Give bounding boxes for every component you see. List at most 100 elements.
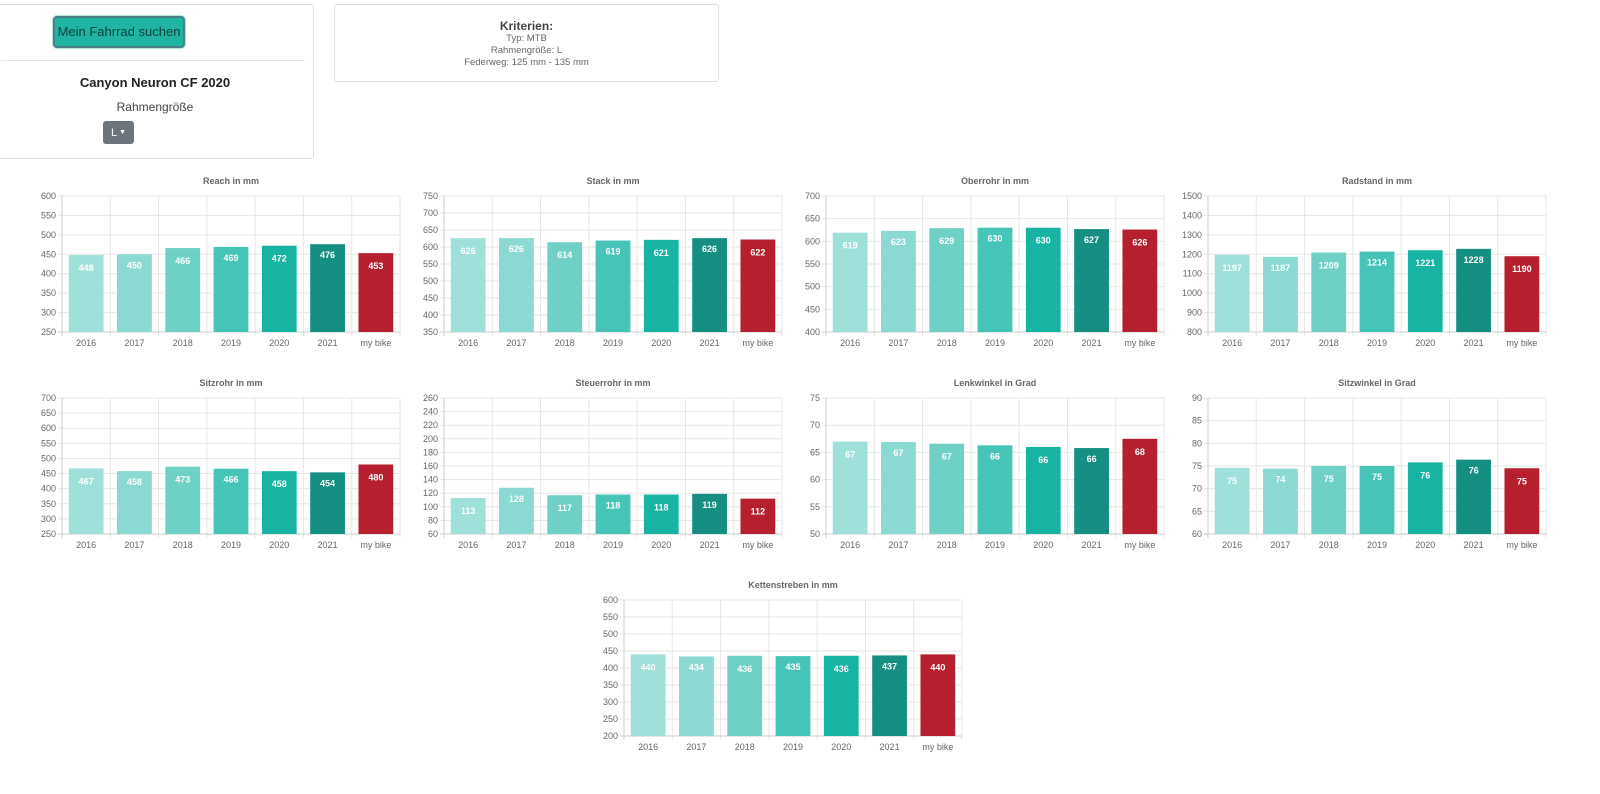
bar[interactable] [1359,251,1395,332]
y-tick-label: 400 [41,269,56,279]
frame-size-dropdown[interactable]: L ▼ [103,121,134,144]
bar[interactable] [929,228,965,332]
bar[interactable] [1214,467,1250,534]
y-tick-label: 500 [41,453,56,463]
x-tick-label: 2018 [937,540,957,550]
bar-value-label: 118 [654,503,669,513]
bar[interactable] [643,239,679,332]
chart-sitzwinkel: Sitzwinkel in Grad 60 65 70 75 80 85 90 75 2016 74… [1174,374,1549,559]
bar[interactable] [1025,446,1061,534]
x-tick-label: 2016 [76,338,96,348]
y-tick-label: 350 [423,327,438,337]
bar[interactable] [977,227,1013,332]
y-tick-label: 60 [428,529,438,539]
bar[interactable] [630,654,666,736]
bar[interactable] [1407,250,1443,332]
bar-value-label: 466 [223,475,238,485]
y-tick-label: 65 [1192,506,1202,516]
search-bike-button[interactable]: Mein Fahrrad suchen [53,16,185,48]
bar[interactable] [358,253,394,332]
bar[interactable] [213,468,249,534]
bar[interactable] [832,232,868,332]
bar[interactable] [1407,462,1443,534]
bar[interactable] [1311,466,1347,534]
bar[interactable] [1122,438,1158,534]
bar[interactable] [499,238,534,332]
x-tick-label: my bike [1124,338,1155,348]
bar[interactable] [823,655,859,736]
bar[interactable] [881,230,916,332]
y-tick-label: 55 [810,502,820,512]
bar[interactable] [740,239,776,332]
bar[interactable] [881,442,916,534]
y-tick-label: 85 [1192,416,1202,426]
x-tick-label: 2017 [506,540,526,550]
bar[interactable] [1504,256,1540,332]
bar[interactable] [358,464,394,534]
bar[interactable] [310,244,345,332]
bar[interactable] [1456,248,1491,332]
bar[interactable] [68,468,104,534]
bar[interactable] [775,656,811,736]
bar[interactable] [1456,459,1491,534]
x-tick-label: my bike [742,540,773,550]
criteria-card: Kriterien: Typ: MTB Rahmengröße: L Feder… [334,4,719,82]
bar[interactable] [68,255,104,332]
bar[interactable] [1074,229,1109,332]
bar[interactable] [1074,448,1109,534]
bar[interactable] [1359,466,1395,534]
bar[interactable] [1263,468,1298,534]
bar[interactable] [1311,252,1347,332]
bar[interactable] [165,466,201,534]
y-tick-label: 300 [603,697,618,707]
chart-svg: Sitzrohr in mm 250 300 350 400 450 500 550 600 65… [41,378,401,550]
y-tick-label: 1400 [1182,210,1202,220]
y-tick-label: 70 [1192,484,1202,494]
bar[interactable] [977,445,1013,534]
bar[interactable] [692,238,727,332]
bar-value-label: 66 [1087,454,1097,464]
bar[interactable] [1263,256,1298,332]
bar[interactable] [261,471,297,534]
bar[interactable] [872,655,907,736]
bar[interactable] [450,497,486,534]
bar[interactable] [450,238,486,332]
bar[interactable] [727,655,763,736]
bar[interactable] [117,254,152,332]
x-tick-label: 2016 [840,540,860,550]
x-tick-label: 2020 [831,742,851,752]
bar-value-label: 76 [1469,466,1479,476]
chart-oberrohr: Oberrohr in mm 400 450 500 550 600 650 700 619 20… [792,172,1167,357]
bar[interactable] [595,240,631,332]
bar[interactable] [213,246,249,332]
bar[interactable] [929,443,965,534]
bar[interactable] [740,498,776,534]
bar[interactable] [692,493,727,534]
bar-value-label: 440 [930,662,945,672]
bar[interactable] [499,487,534,534]
bar-value-label: 454 [320,478,335,488]
bar[interactable] [117,471,152,534]
x-tick-label: my bike [360,540,391,550]
bar[interactable] [679,656,714,736]
bar[interactable] [547,242,583,332]
bar[interactable] [1504,468,1540,534]
bar-value-label: 621 [654,248,669,258]
bar[interactable] [165,248,201,332]
bar[interactable] [1214,254,1250,332]
bar[interactable] [920,654,956,736]
bar[interactable] [595,494,631,534]
bar[interactable] [310,472,345,534]
bar[interactable] [261,245,297,332]
chart-stack: Stack in mm 350 400 450 500 550 600 650 700 750 62… [410,172,785,357]
bar[interactable] [547,495,583,534]
bar[interactable] [643,494,679,534]
bar-value-label: 436 [737,664,752,674]
bar[interactable] [1122,229,1158,332]
chart-svg: Stack in mm 350 400 450 500 550 600 650 700 750 62… [423,176,783,348]
y-tick-label: 50 [810,529,820,539]
bar-value-label: 1221 [1415,258,1435,268]
y-tick-label: 400 [603,663,618,673]
bar[interactable] [832,441,868,534]
bar[interactable] [1025,227,1061,332]
